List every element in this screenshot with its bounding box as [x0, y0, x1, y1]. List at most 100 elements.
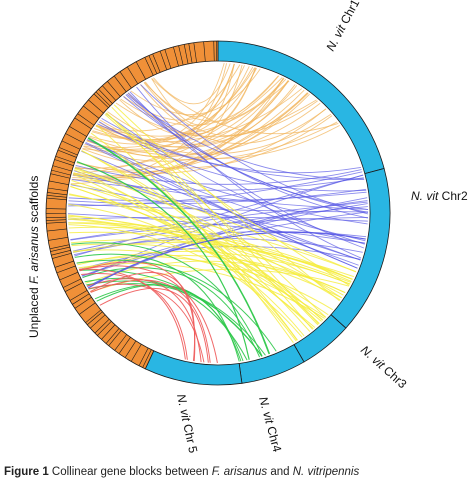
scaffold-divider [173, 46, 179, 67]
link-yellow [104, 114, 327, 318]
link-blue [136, 86, 362, 259]
link-yellow [76, 256, 333, 311]
link-yellow [71, 180, 341, 301]
scaffold-divider [46, 228, 67, 232]
chr3-label: N. vit Chr3 [358, 343, 410, 392]
link-long [87, 137, 271, 355]
scaffold-divider [51, 169, 71, 176]
link-yellow [68, 226, 352, 282]
link-red [81, 273, 188, 360]
link-orange [115, 100, 318, 138]
scaffold-divider [114, 334, 127, 351]
link-orange [151, 78, 339, 135]
scaffold-divider [203, 41, 206, 62]
link-blue [68, 203, 368, 213]
scaffold-divider [107, 81, 121, 97]
scaffolds-label: Unplaced F. arisanus scaffolds [27, 176, 41, 338]
link-yellow [71, 243, 342, 299]
scaffold-divider [55, 155, 75, 164]
scaffold-divider [105, 328, 120, 344]
link-yellow [74, 167, 357, 273]
scaffold-divider [97, 321, 112, 336]
scaffold-divider [95, 91, 111, 107]
scaffold-divider [142, 349, 152, 368]
link-yellow [106, 112, 313, 330]
link-red [78, 268, 186, 360]
scaffold-divider [46, 197, 67, 201]
scaffold-divider [94, 318, 110, 334]
link-orange [153, 63, 231, 105]
chr4-label: N. vit Chr4 [256, 395, 284, 454]
link-yellow [74, 169, 297, 342]
scaffold-divider [69, 290, 88, 301]
scaffold-divider [46, 194, 67, 198]
link-orange [91, 66, 254, 141]
link-blue [81, 211, 369, 277]
scaffold-divider [83, 105, 100, 119]
scaffold-divider [47, 187, 68, 192]
scaffold-divider [64, 282, 83, 292]
scaffold-divider [58, 147, 78, 156]
scaffold-divider [50, 246, 70, 252]
link-blue [70, 216, 368, 241]
scaffold-divider [101, 324, 116, 340]
scaffold-divider [90, 314, 106, 329]
scaffold-divider [164, 49, 172, 69]
link-blue [74, 174, 364, 257]
scaffold-divider [65, 133, 84, 144]
scaffold-divider [78, 302, 96, 315]
link-red [99, 288, 209, 363]
link-orange [140, 84, 327, 144]
link-yellow [77, 250, 351, 285]
scaffold-divider [93, 93, 109, 108]
link-orange [96, 64, 241, 132]
scaffold-divider [138, 347, 149, 366]
link-yellow [81, 150, 319, 326]
chr2-label: N. vit Chr2 [411, 189, 468, 203]
link-blue [97, 123, 365, 181]
link-blue [105, 113, 365, 245]
link-long [87, 231, 366, 289]
link-orange [86, 63, 228, 152]
chr1-label: N. vit Chr1 [323, 0, 362, 53]
scaffold-divider [135, 61, 146, 80]
scaffold-divider [124, 340, 137, 358]
scaffold-divider [159, 50, 168, 70]
link-blue [73, 231, 367, 256]
scaffold-divider [46, 216, 67, 218]
link-orange [74, 78, 287, 169]
scaffold-divider [108, 330, 122, 346]
scaffold-divider [87, 311, 103, 326]
scaffold-divider [54, 260, 74, 268]
scaffold-divider [51, 250, 71, 256]
link-yellow [79, 254, 346, 294]
scaffold-divider [85, 309, 102, 323]
scaffold-divider [56, 265, 76, 274]
chr5-label: N. vit Chr 5 [174, 393, 200, 455]
scaffold-divider [119, 71, 132, 89]
chromosome-ring [45, 40, 391, 386]
scaffold-divider [52, 165, 72, 172]
scaffold-divider [113, 75, 127, 93]
figure-caption: Figure 1 Collinear gene blocks between F… [4, 466, 360, 478]
circos-plot: N. vit Chr1 N. vit Chr2 N. vit Chr3 N. v… [27, 0, 468, 455]
scaffold-divider [47, 192, 68, 196]
scaffold-divider [46, 208, 67, 210]
scaffold-divider [127, 66, 139, 85]
link-yellow [68, 222, 353, 280]
link-orange [144, 78, 285, 122]
link-green [71, 242, 263, 357]
link-long [76, 161, 250, 360]
link-yellow [111, 106, 320, 325]
chr4-block [238, 344, 305, 384]
link-yellow [70, 183, 324, 321]
scaffold-divider [144, 57, 154, 76]
scaffold-divider [50, 173, 71, 179]
link-orange [123, 65, 245, 121]
link-orange [143, 82, 309, 136]
link-orange [127, 67, 257, 135]
chr1-block [217, 40, 385, 175]
link-blue [75, 165, 362, 185]
scaffold-block [45, 40, 219, 370]
scaffold-divider [98, 89, 113, 104]
